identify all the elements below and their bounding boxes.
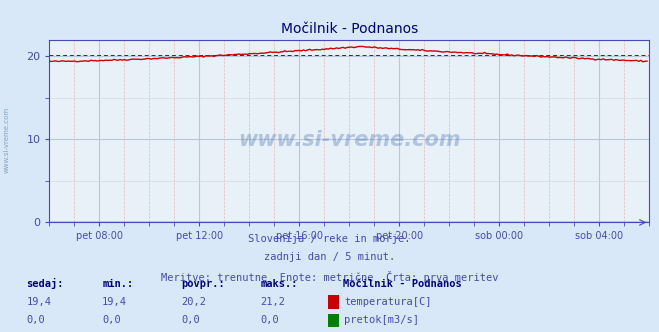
Text: Slovenija / reke in morje.: Slovenija / reke in morje. (248, 234, 411, 244)
Text: zadnji dan / 5 minut.: zadnji dan / 5 minut. (264, 252, 395, 262)
Text: 0,0: 0,0 (102, 315, 121, 325)
Text: www.si-vreme.com: www.si-vreme.com (3, 106, 9, 173)
Text: sedaj:: sedaj: (26, 278, 64, 289)
Text: 0,0: 0,0 (260, 315, 279, 325)
Text: pretok[m3/s]: pretok[m3/s] (344, 315, 419, 325)
Text: 0,0: 0,0 (26, 315, 45, 325)
Text: temperatura[C]: temperatura[C] (344, 297, 432, 307)
Title: Močilnik - Podnanos: Močilnik - Podnanos (281, 22, 418, 36)
Text: 20,2: 20,2 (181, 297, 206, 307)
Text: 19,4: 19,4 (26, 297, 51, 307)
Text: povpr.:: povpr.: (181, 279, 225, 289)
Text: 0,0: 0,0 (181, 315, 200, 325)
Text: min.:: min.: (102, 279, 133, 289)
Text: 19,4: 19,4 (102, 297, 127, 307)
Text: maks.:: maks.: (260, 279, 298, 289)
Text: Močilnik - Podnanos: Močilnik - Podnanos (343, 279, 461, 289)
Text: www.si-vreme.com: www.si-vreme.com (238, 130, 461, 150)
Text: 21,2: 21,2 (260, 297, 285, 307)
Text: Meritve: trenutne  Enote: metrične  Črta: prva meritev: Meritve: trenutne Enote: metrične Črta: … (161, 271, 498, 283)
